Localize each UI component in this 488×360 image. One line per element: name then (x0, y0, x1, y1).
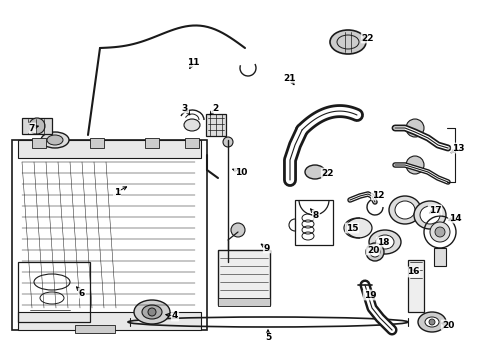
Bar (407, 260, 423, 312)
Text: 14: 14 (448, 213, 460, 222)
Ellipse shape (142, 305, 162, 319)
Bar (32, 138, 46, 148)
Bar (12, 140, 206, 330)
Text: 20: 20 (366, 246, 378, 255)
Ellipse shape (134, 300, 170, 324)
Text: 4: 4 (171, 311, 178, 320)
Text: 22: 22 (321, 168, 334, 177)
Ellipse shape (405, 119, 423, 137)
Bar (218, 250, 269, 305)
Ellipse shape (183, 119, 200, 131)
Text: 21: 21 (283, 73, 296, 82)
Text: 6: 6 (79, 288, 85, 297)
Text: 2: 2 (211, 104, 218, 113)
Ellipse shape (375, 235, 393, 249)
Text: 13: 13 (451, 144, 463, 153)
Ellipse shape (424, 317, 438, 327)
Ellipse shape (368, 230, 400, 254)
Bar (218, 298, 269, 306)
Ellipse shape (429, 222, 449, 242)
Ellipse shape (343, 218, 371, 238)
Text: 12: 12 (371, 190, 384, 199)
Bar (75, 325, 115, 333)
Text: 3: 3 (182, 104, 188, 113)
Text: 8: 8 (312, 211, 319, 220)
Text: 10: 10 (234, 167, 246, 176)
Ellipse shape (413, 201, 445, 229)
Ellipse shape (394, 201, 414, 219)
Bar (205, 114, 225, 136)
Ellipse shape (305, 165, 325, 179)
Ellipse shape (41, 132, 69, 148)
Bar (90, 138, 104, 148)
Bar (18, 262, 90, 322)
Text: 18: 18 (376, 238, 388, 247)
Ellipse shape (405, 156, 423, 174)
Circle shape (148, 308, 156, 316)
Ellipse shape (388, 196, 420, 224)
Ellipse shape (369, 247, 379, 257)
Circle shape (223, 137, 232, 147)
Ellipse shape (434, 227, 444, 237)
Text: 15: 15 (345, 224, 358, 233)
Text: 19: 19 (363, 291, 376, 300)
Bar (184, 138, 199, 148)
Text: 17: 17 (428, 206, 440, 215)
Bar (22, 118, 52, 134)
Text: 22: 22 (361, 33, 373, 42)
Ellipse shape (365, 243, 383, 261)
Text: 9: 9 (263, 243, 270, 252)
Circle shape (428, 319, 434, 325)
Ellipse shape (329, 30, 365, 54)
Ellipse shape (419, 206, 439, 224)
Circle shape (230, 223, 244, 237)
Ellipse shape (417, 312, 445, 332)
Text: 20: 20 (441, 320, 453, 329)
Bar (18, 140, 201, 158)
Bar (433, 248, 445, 266)
Text: 16: 16 (406, 267, 418, 276)
Ellipse shape (29, 118, 45, 134)
Text: 1: 1 (114, 188, 120, 197)
Text: 7: 7 (29, 123, 35, 132)
Ellipse shape (47, 135, 63, 145)
Text: 5: 5 (264, 333, 270, 342)
Bar (294, 200, 332, 245)
Bar (18, 312, 201, 330)
Bar (145, 138, 159, 148)
Text: 11: 11 (186, 58, 199, 67)
